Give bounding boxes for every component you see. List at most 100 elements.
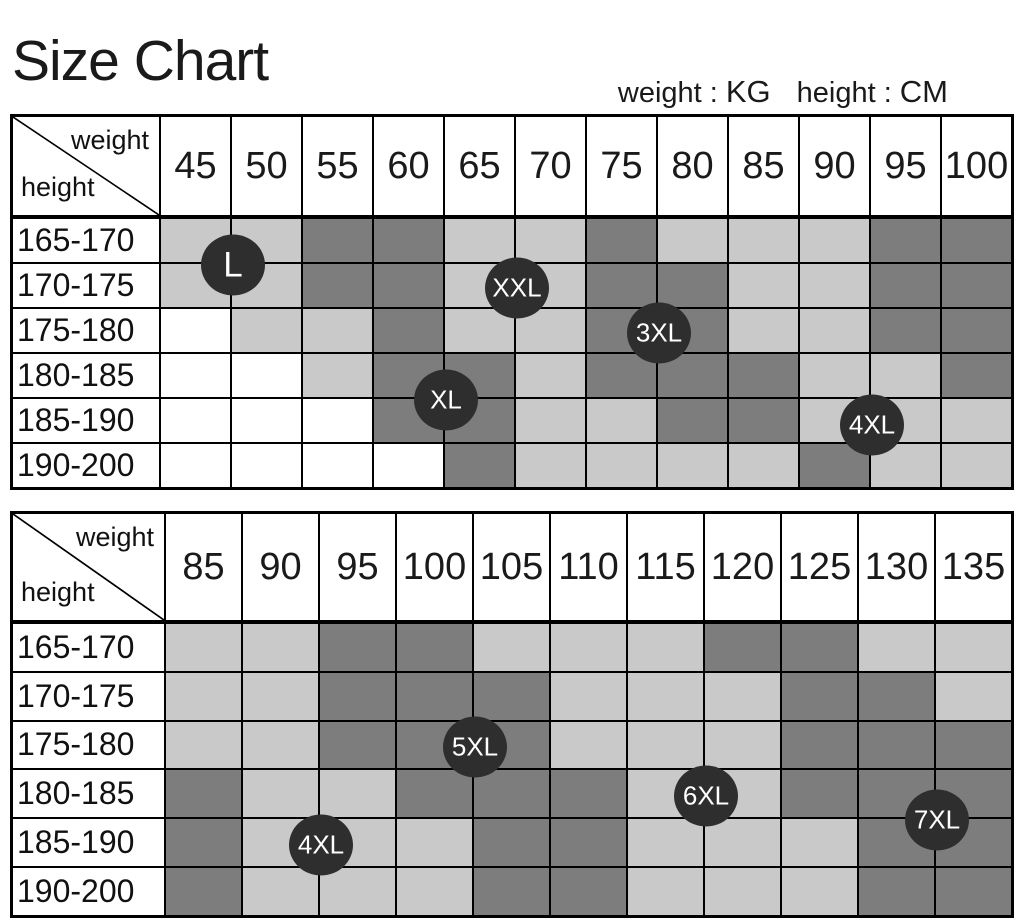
weight-header-cell: 95: [870, 116, 941, 218]
corner-height-label: height: [21, 577, 95, 607]
size-cell: [870, 353, 941, 398]
size-cell: [242, 866, 319, 916]
size-cell: [586, 398, 657, 443]
height-range-label: 175-180: [12, 308, 160, 353]
size-cell: [870, 218, 941, 263]
size-cell: [444, 218, 515, 263]
size-cell: [302, 263, 373, 308]
size-cell: [550, 623, 627, 672]
size-cell: [781, 623, 858, 672]
size-cell: [781, 818, 858, 867]
size-cell: [319, 769, 396, 819]
size-badge-xxl: XXL: [485, 257, 549, 318]
size-cell: [657, 443, 728, 488]
weight-header-cell: 130: [858, 513, 935, 623]
weight-header-cell: 95: [319, 513, 396, 623]
weight-header-cell: 100: [941, 116, 1012, 218]
size-badge-6xl: 6XL: [674, 765, 738, 827]
size-cell: [728, 263, 799, 308]
size-cell: [165, 720, 242, 770]
height-range-label: 180-185: [12, 353, 160, 398]
size-cell: [550, 769, 627, 819]
size-cell: [550, 720, 627, 770]
page-title: Size Chart: [12, 29, 269, 93]
size-cell: [728, 218, 799, 263]
size-badge-l: L: [201, 234, 265, 296]
height-range-label: 175-180: [12, 720, 165, 770]
weight-header-cell: 85: [165, 513, 242, 623]
size-cell: [627, 623, 704, 672]
weight-header-cell: 55: [302, 116, 373, 218]
size-cell: [515, 398, 586, 443]
size-cell: [657, 263, 728, 308]
size-cell: [550, 866, 627, 916]
size-cell: [165, 671, 242, 721]
size-cell: [941, 398, 1012, 443]
size-cell: [242, 769, 319, 819]
size-cell: [515, 443, 586, 488]
size-cell: [858, 623, 935, 672]
corner-cell-weight-height: weight height: [12, 116, 160, 218]
size-cell: [781, 720, 858, 770]
size-cell: [781, 866, 858, 916]
size-cell: [858, 671, 935, 721]
size-cell: [704, 866, 781, 916]
size-cell: [373, 218, 444, 263]
corner-weight-label: weight: [75, 522, 154, 552]
size-cell: [941, 443, 1012, 488]
size-cell: [231, 308, 302, 353]
size-cell: [242, 623, 319, 672]
size-cell: [586, 263, 657, 308]
size-cell: [935, 866, 1012, 916]
corner-height-label: height: [21, 172, 95, 202]
size-cell: [550, 671, 627, 721]
size-cell: [319, 866, 396, 916]
size-badge-7xl: 7XL: [905, 789, 969, 851]
size-cell: [728, 443, 799, 488]
size-cell: [627, 720, 704, 770]
size-cell: [160, 353, 231, 398]
size-badge-4xl: 4XL: [289, 814, 353, 876]
size-cell: [870, 308, 941, 353]
corner-weight-label: weight: [70, 125, 149, 155]
size-cell: [302, 443, 373, 488]
size-cell: [302, 398, 373, 443]
size-cell: [373, 263, 444, 308]
size-cell: [799, 353, 870, 398]
weight-header-cell: 125: [781, 513, 858, 623]
weight-header-cell: 120: [704, 513, 781, 623]
size-cell: [515, 218, 586, 263]
size-cell: [781, 671, 858, 721]
size-cell: [373, 443, 444, 488]
size-cell: [627, 818, 704, 867]
size-cell: [799, 218, 870, 263]
size-cell: [858, 720, 935, 770]
size-cell: [870, 263, 941, 308]
size-cell: [586, 353, 657, 398]
height-range-label: 165-170: [12, 218, 160, 263]
size-cell: [941, 308, 1012, 353]
size-cell: [704, 623, 781, 672]
size-cell: [242, 720, 319, 770]
size-cell: [473, 818, 550, 867]
weight-header-cell: 110: [550, 513, 627, 623]
height-unit-label: height :: [796, 77, 892, 109]
weight-header-cell: 65: [444, 116, 515, 218]
diagonal-divider-line: [13, 117, 159, 215]
size-cell: [657, 218, 728, 263]
size-cell: [473, 671, 550, 721]
size-cell: [781, 769, 858, 819]
size-cell: [799, 308, 870, 353]
size-table-lower: weight height 85 90 95 100 105 110 115 120 125 130 1…: [10, 511, 1014, 918]
weight-header-cell: 105: [473, 513, 550, 623]
size-cell: [515, 353, 586, 398]
size-cell: [704, 818, 781, 867]
weight-unit-value: KG: [725, 74, 771, 109]
height-range-label: 190-200: [12, 866, 165, 916]
size-cell: [704, 671, 781, 721]
height-range-label: 190-200: [12, 443, 160, 488]
size-table-upper: weight height 45 50 55 60 65 70 75 80 85 90 95 100 165…: [10, 114, 1014, 490]
size-cell: [728, 353, 799, 398]
size-cell: [165, 623, 242, 672]
height-range-label: 185-190: [12, 818, 165, 867]
